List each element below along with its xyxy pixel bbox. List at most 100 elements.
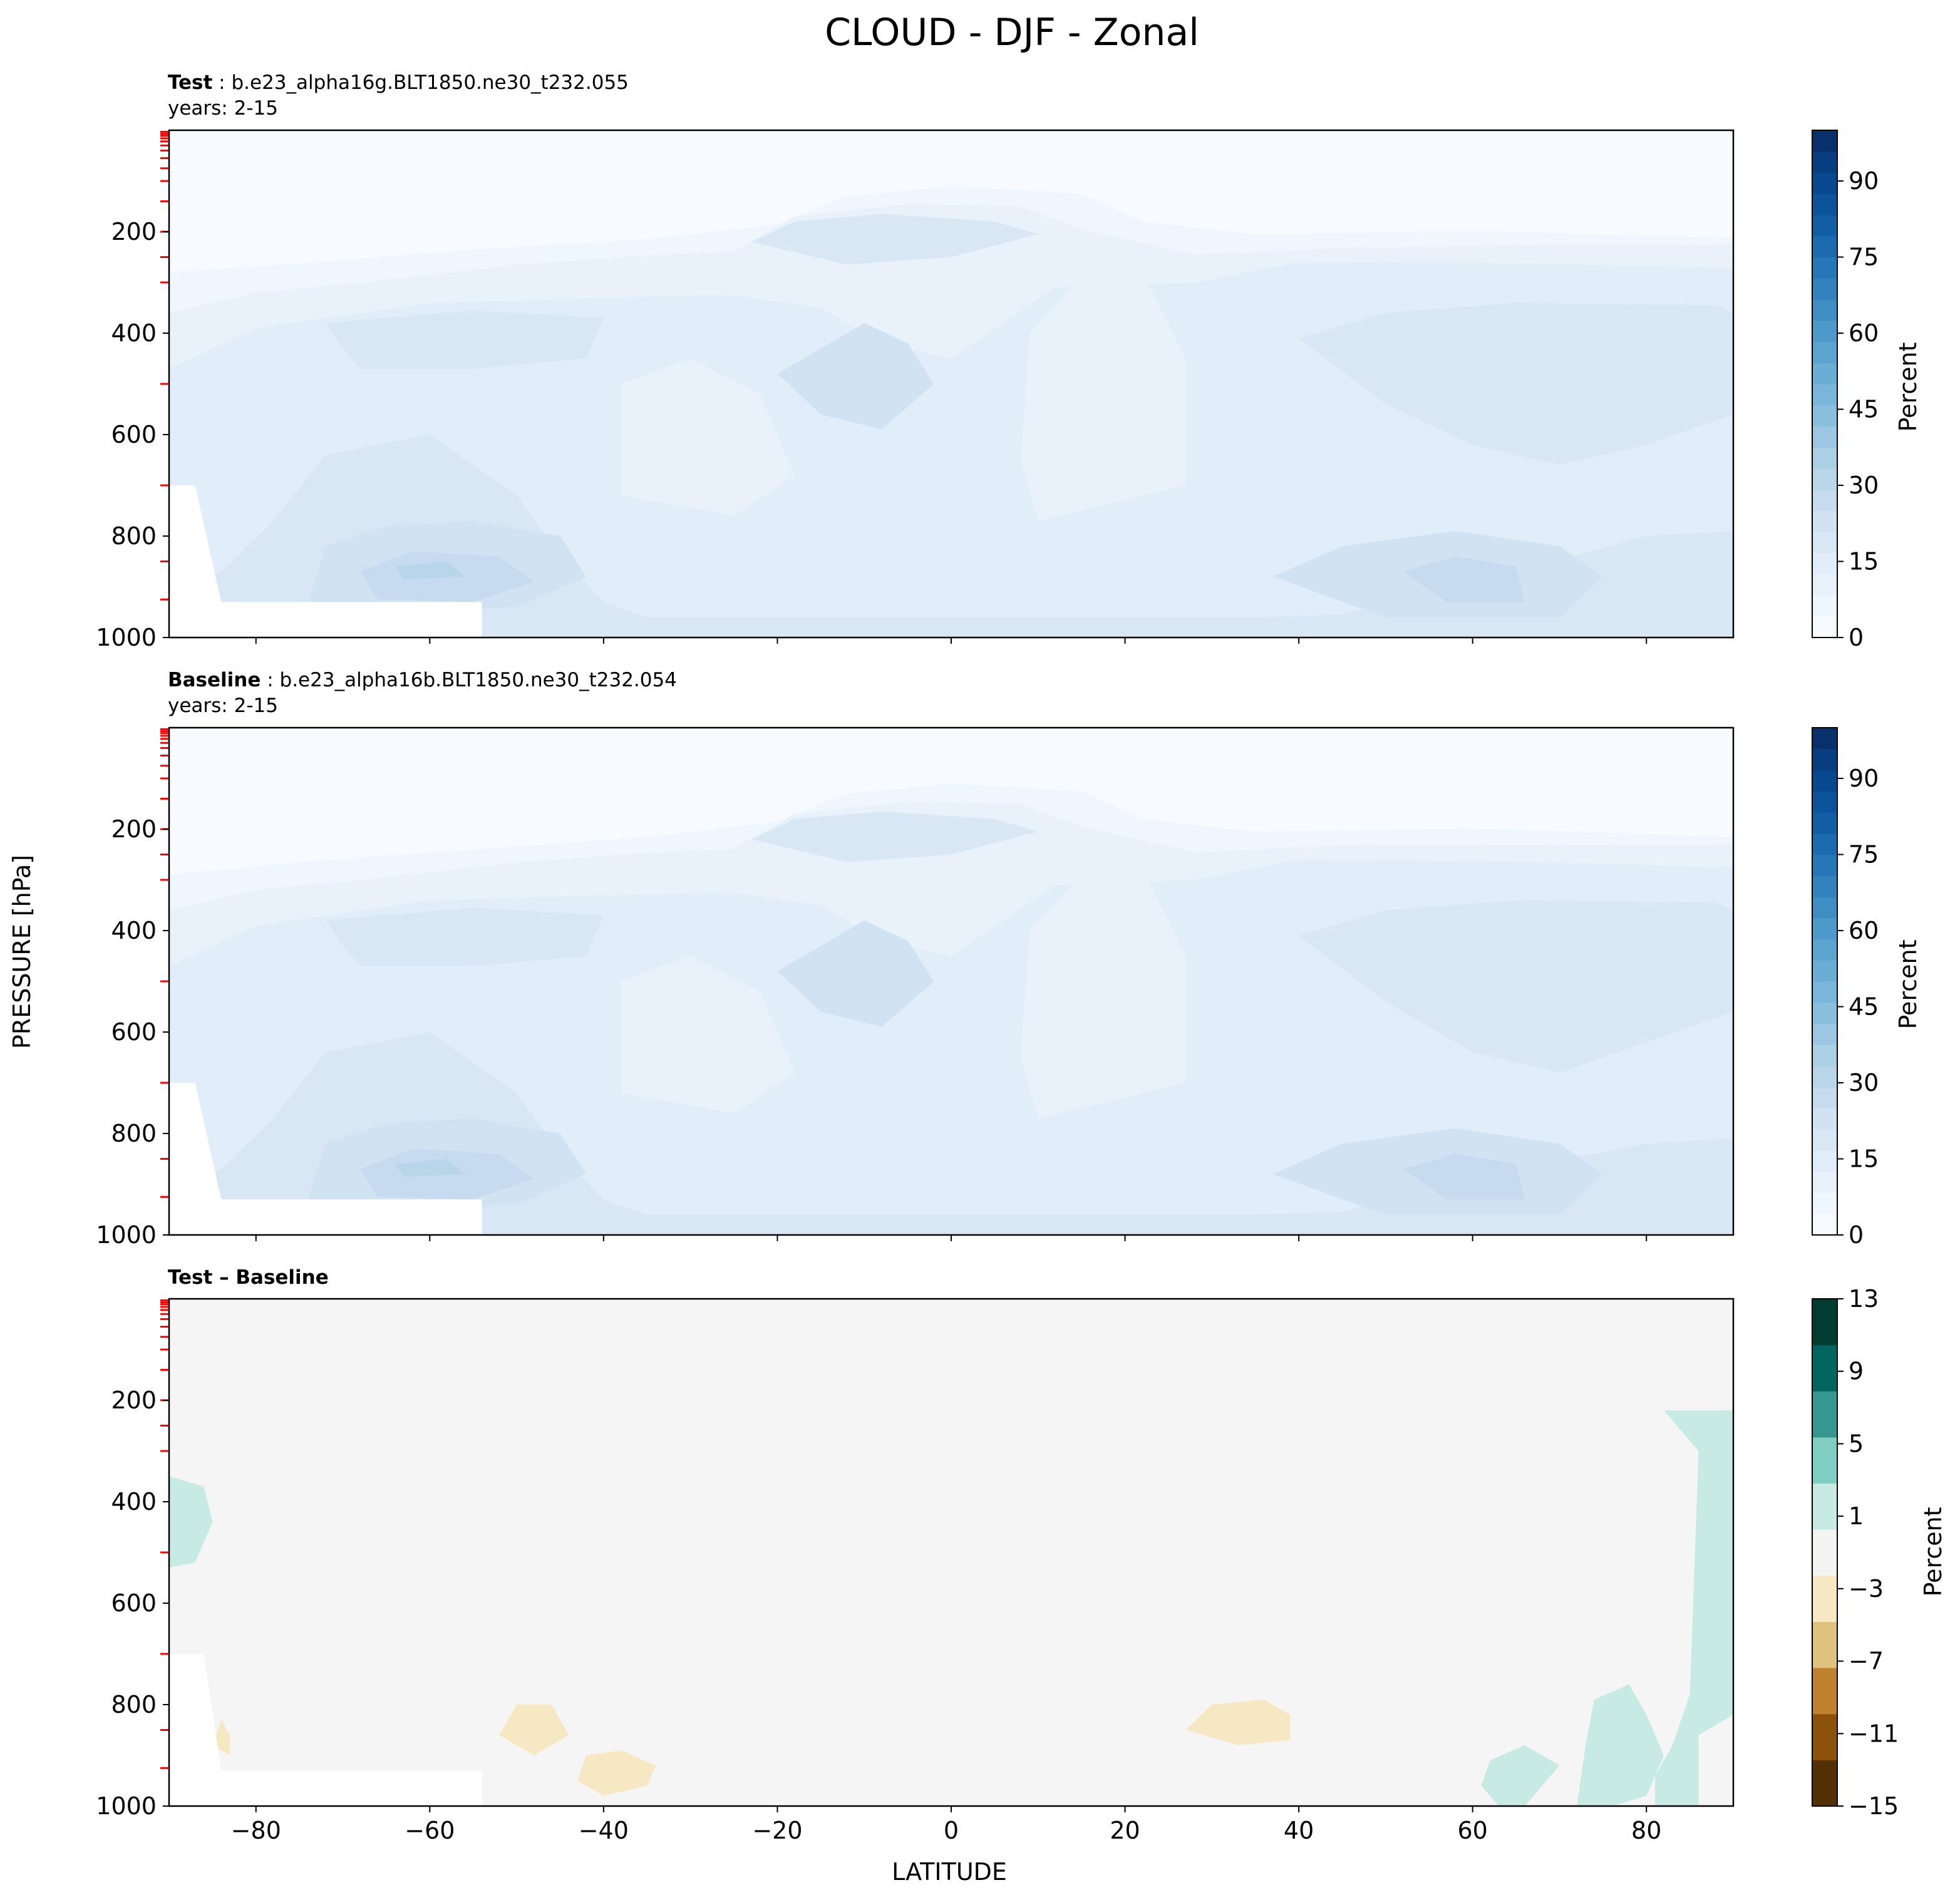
colorbar-segment [1812, 1345, 1837, 1391]
colorbar-tick-label: 60 [1849, 319, 1879, 347]
colorbar-frame [1812, 727, 1838, 1236]
colorbar-segment [1812, 616, 1837, 638]
colorbar-tick-label: 45 [1849, 993, 1879, 1021]
colorbar-segment [1812, 1087, 1837, 1109]
colorbar-segment [1812, 405, 1837, 427]
colorbar-segment [1812, 1529, 1837, 1576]
colorbar-segment [1812, 215, 1837, 237]
panel-years: years: 2-15 [168, 97, 278, 120]
colorbar-segment [1812, 194, 1837, 215]
contour-background [169, 1299, 1733, 1806]
contour-region [777, 920, 934, 1027]
colorbar-tick-label: 75 [1849, 244, 1879, 271]
colorbar-tick-label: 9 [1849, 1358, 1864, 1385]
y-tick-label: 200 [111, 218, 157, 245]
panel-header: Test – Baseline [168, 1266, 329, 1289]
x-tick-label: 60 [1457, 1817, 1487, 1844]
y-tick-label: 800 [111, 1691, 157, 1718]
missing-data-mask [169, 1083, 482, 1235]
contour-region [1481, 1745, 1560, 1806]
colorbar-segment [1812, 172, 1837, 194]
contour-region [751, 214, 1038, 265]
x-tick-label: 20 [1110, 1817, 1140, 1844]
colorbar-segment [1812, 770, 1837, 792]
colorbar-segment [1812, 595, 1837, 617]
colorbar-tick-label: 30 [1849, 472, 1879, 499]
contour-region [1185, 1699, 1291, 1745]
colorbar-segment [1812, 1214, 1837, 1236]
colorbar-segment [1812, 812, 1837, 834]
contour-region [621, 956, 795, 1113]
colorbar: 0 15 30 45 60 75 90 [1812, 130, 1879, 651]
colorbar-segment [1812, 574, 1837, 596]
colorbar: 0 15 30 45 60 75 90 [1812, 727, 1879, 1249]
colorbar-segment [1812, 510, 1837, 532]
colorbar-segment [1812, 1192, 1837, 1214]
contour-plot: 200 400 600 800 1000 −80 −60 −40 −20 0 20 40 60 80 [96, 1298, 1735, 1844]
contour-region [577, 1750, 656, 1796]
colorbar-tick-label: 90 [1849, 167, 1879, 195]
colorbar-tick-label: 0 [1849, 1221, 1864, 1249]
colorbar-segment [1812, 1150, 1837, 1172]
panel-header-bold: Baseline [168, 669, 260, 691]
y-tick-label: 1000 [96, 1792, 157, 1820]
contour-region [621, 358, 795, 516]
panel-header: Baseline : b.e23_alpha16b.BLT1850.ne30_t… [168, 669, 677, 691]
y-tick-label: 400 [111, 917, 157, 944]
contour-region [499, 1705, 569, 1755]
colorbar-label: Percent [1919, 1507, 1947, 1597]
colorbar-segment [1812, 532, 1837, 554]
colorbar-segment [1812, 1171, 1837, 1194]
colorbar-tick-label: 15 [1849, 548, 1879, 576]
colorbar-segment [1812, 151, 1837, 173]
colorbar-segment [1812, 748, 1837, 771]
y-tick-label: 600 [111, 1018, 157, 1046]
x-tick-label: 40 [1284, 1817, 1314, 1844]
colorbar-segment [1812, 1108, 1837, 1130]
contour-region [777, 323, 934, 430]
contour-region [1021, 869, 1186, 1118]
colorbar-segment [1812, 917, 1837, 940]
colorbar-label: Percent [1894, 343, 1922, 432]
colorbar-frame [1812, 1298, 1838, 1807]
panel-test: Test : b.e23_alpha16g.BLT1850.ne30_t232.… [96, 71, 1922, 651]
colorbar-segment [1812, 875, 1837, 897]
panel-years: years: 2-15 [168, 694, 278, 717]
x-tick-label: −80 [231, 1817, 281, 1844]
contour-region [1655, 1410, 1733, 1806]
colorbar-tick-label: 0 [1849, 624, 1864, 651]
panel-baseline: Baseline : b.e23_alpha16b.BLT1850.ne30_t… [96, 669, 1922, 1249]
contour-region [751, 811, 1038, 862]
x-axis-label: LATITUDE [892, 1858, 1007, 1886]
colorbar-segment [1812, 468, 1837, 490]
colorbar-tick-label: −7 [1849, 1648, 1884, 1675]
contour-region [1021, 272, 1186, 521]
colorbar-segment [1812, 363, 1837, 385]
panel-header-case: : b.e23_alpha16g.BLT1850.ne30_t232.055 [212, 71, 629, 94]
colorbar-tick-label: 1 [1849, 1502, 1864, 1530]
colorbar-frame [1812, 130, 1838, 638]
colorbar-tick-label: 15 [1849, 1145, 1879, 1173]
colorbar-segment [1812, 791, 1837, 813]
colorbar-segment [1812, 278, 1837, 300]
colorbar-segment [1812, 1437, 1837, 1484]
colorbar-segment [1812, 1760, 1837, 1807]
y-tick-label: 200 [111, 1386, 157, 1414]
colorbar-segment [1812, 833, 1837, 855]
colorbar-segment [1812, 1575, 1837, 1623]
contour-region [325, 310, 604, 369]
panel-header-case: : b.e23_alpha16b.BLT1850.ne30_t232.054 [260, 669, 677, 691]
colorbar-segment [1812, 1668, 1837, 1715]
panel-header-bold: Test [168, 71, 213, 94]
colorbar-segment [1812, 981, 1837, 1003]
colorbar-segment [1812, 384, 1837, 406]
colorbar-segment [1812, 1713, 1837, 1760]
contour-region [1403, 1154, 1525, 1200]
y-tick-label: 200 [111, 815, 157, 843]
x-tick-label: −60 [405, 1817, 455, 1844]
missing-data-mask [169, 1654, 482, 1806]
colorbar-segment [1812, 960, 1837, 982]
colorbar-segment [1812, 235, 1837, 258]
x-tick-label: −20 [752, 1817, 802, 1844]
